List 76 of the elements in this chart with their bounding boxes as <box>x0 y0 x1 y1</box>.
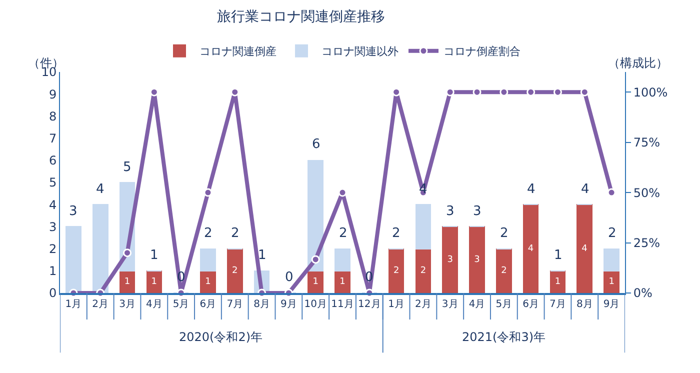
data-label: 2 <box>501 266 507 276</box>
total-label: 2 <box>392 226 400 241</box>
total-label: 4 <box>527 182 536 197</box>
total-label: 1 <box>150 248 158 263</box>
x-tick-label: 2月 <box>92 299 109 310</box>
y-tick-label: 3 <box>48 220 57 234</box>
total-label: 3 <box>446 204 454 219</box>
data-label: 2 <box>393 266 400 276</box>
data-label: 1 <box>554 276 561 287</box>
x-tick-label: 2月 <box>415 299 432 310</box>
y-tick-label: 0 <box>48 286 57 300</box>
data-label: 1 <box>205 276 211 287</box>
legend-label: コロナ関連以外 <box>322 45 398 58</box>
x-tick-label: 9月 <box>603 299 620 310</box>
y-tick-label: 1 <box>48 264 57 278</box>
y-tick-label: 4 <box>48 198 57 212</box>
total-label: 6 <box>312 137 320 152</box>
x-tick-label: 6月 <box>522 299 540 310</box>
y2-tick-label: 0% <box>633 286 652 300</box>
total-label: 2 <box>231 226 240 241</box>
data-label: 3 <box>474 254 480 265</box>
chart-title: 旅行業コロナ関連倒産推移 <box>217 8 385 25</box>
total-label: 1 <box>554 248 562 263</box>
data-label: 1 <box>312 276 318 287</box>
text: 2020(令和2)年 <box>179 330 263 344</box>
y-tick-label: 7 <box>48 132 57 146</box>
x-tick-label: 7月 <box>550 299 566 310</box>
y2-tick-label: 75% <box>633 136 660 150</box>
y-tick-label: 8 <box>48 109 57 124</box>
x-tick-label: 12月 <box>358 299 381 310</box>
total-label: 2 <box>608 226 616 241</box>
total-label: 2 <box>339 226 348 241</box>
y-tick-label: 2 <box>48 242 57 256</box>
total-label: 3 <box>473 204 482 219</box>
x-tick-label: 1月 <box>65 299 82 310</box>
total-label: 0 <box>285 270 294 285</box>
x-tick-label: 11月 <box>331 299 354 310</box>
text: 2021(令和3)年 <box>462 330 546 344</box>
x-tick-label: 10月 <box>304 299 327 310</box>
total-label: 2 <box>500 226 508 241</box>
data-label: 1 <box>124 276 130 287</box>
data-label: 1 <box>608 276 614 287</box>
y-tick-label: 9 <box>48 87 57 102</box>
data-label: 3 <box>447 254 453 265</box>
x-tick-label: 9月 <box>280 299 297 310</box>
data-label: 2 <box>232 266 238 276</box>
y2-tick-label: 50% <box>633 186 660 200</box>
x-tick-label: 8月 <box>254 299 270 310</box>
x-tick-label: 5月 <box>496 299 512 310</box>
x-tick-label: 3月 <box>442 299 458 310</box>
data-label: 4 <box>582 244 588 254</box>
x-tick-label: 7月 <box>226 299 244 310</box>
data-label: 4 <box>528 244 534 254</box>
x-tick-label: 1月 <box>388 299 404 310</box>
total-label: 2 <box>204 226 212 241</box>
total-label: 4 <box>581 182 590 197</box>
x-tick-label: 3月 <box>119 299 136 310</box>
y2-tick-label: 100% <box>633 85 668 100</box>
data-label: 2 <box>420 266 426 276</box>
total-label: 5 <box>123 160 132 175</box>
legend-label: コロナ倒産割合 <box>444 45 520 58</box>
x-tick-label: 4月 <box>468 299 486 310</box>
legend-label: コロナ関連倒産 <box>200 45 276 58</box>
total-label: 4 <box>96 182 104 197</box>
x-tick-label: 6月 <box>200 299 216 310</box>
x-tick-label: 5月 <box>172 299 190 310</box>
y2-axis-title: （構成比） <box>608 56 668 70</box>
x-tick-label: 8月 <box>576 299 593 310</box>
y2-tick-label: 25% <box>633 236 660 250</box>
y-tick-label: 5 <box>48 176 57 190</box>
x-tick-label: 4月 <box>146 299 162 310</box>
data-label: 1 <box>151 276 158 287</box>
y-tick-label: 6 <box>48 154 57 168</box>
data-label: 1 <box>340 276 346 287</box>
total-label: 1 <box>258 248 266 263</box>
total-label: 3 <box>69 204 78 219</box>
